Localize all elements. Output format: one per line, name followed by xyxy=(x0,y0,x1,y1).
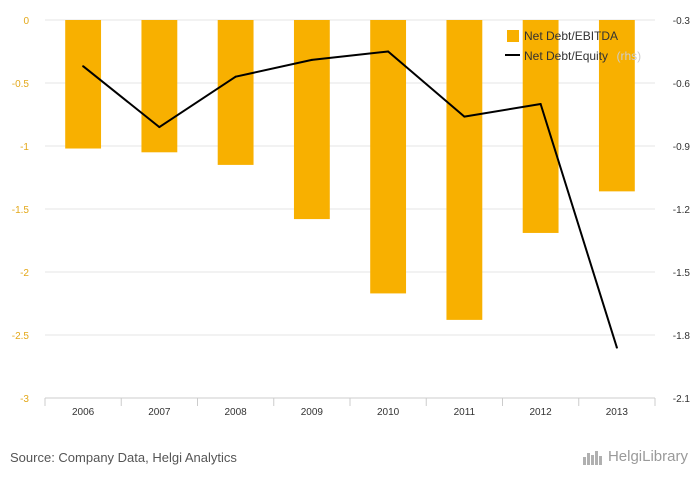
line-point-2012 xyxy=(539,103,542,105)
legend-label-line-suffix: (rhs) xyxy=(617,49,642,63)
brand-logo: HelgiLibrary xyxy=(582,448,688,465)
y-right-tick-label: -0.6 xyxy=(673,79,691,90)
skyline-icon xyxy=(582,449,604,465)
y-left-tick-label: -2.5 xyxy=(12,331,30,342)
y-right-tick-label: -0.3 xyxy=(673,16,691,27)
x-tick-label: 2008 xyxy=(225,407,248,418)
svg-text:Net Debt/Equity (rhs): Net Debt/Equity (rhs) xyxy=(524,47,641,64)
x-tick-label: 2009 xyxy=(301,407,324,418)
line-point-2011 xyxy=(463,115,466,118)
y-right-tick-label: -2.1 xyxy=(673,394,691,405)
bar-2013 xyxy=(598,20,635,192)
legend: Net Debt/EBITDA Net Debt/Equity (rhs) xyxy=(505,29,641,64)
source-note: Source: Company Data, Helgi Analytics xyxy=(10,450,237,465)
x-tick-label: 2012 xyxy=(530,407,553,418)
y-right-tick-label: -0.9 xyxy=(673,142,691,153)
axes: 2006 2007 2008 2009 2010 2011 2012 2013 0 -0.5 -1 -… xyxy=(12,16,691,418)
line-point-2007 xyxy=(158,126,161,129)
y-right-tick-label: -1.8 xyxy=(673,331,691,342)
bar-2006 xyxy=(65,20,102,149)
line-net-debt-equity xyxy=(82,50,618,348)
bar-2009 xyxy=(293,20,330,220)
y-left-tick-label: -1.5 xyxy=(12,205,30,216)
bar-2012 xyxy=(522,20,559,233)
grid xyxy=(45,19,655,399)
bar-series xyxy=(65,20,635,320)
y-left-tick-label: 0 xyxy=(23,16,29,27)
bar-2010 xyxy=(370,20,407,294)
x-tick-label: 2013 xyxy=(606,407,629,418)
y-left-tick-label: -1 xyxy=(20,142,29,153)
bar-2007 xyxy=(141,20,178,153)
bar-2011 xyxy=(446,20,483,320)
legend-label-bar: Net Debt/EBITDA xyxy=(524,29,618,43)
y-left-tick-label: -2 xyxy=(20,268,29,279)
legend-swatch-bar xyxy=(507,30,519,42)
x-tick-label: 2006 xyxy=(72,407,95,418)
legend-label-line: Net Debt/Equity xyxy=(524,49,608,63)
x-tick-label: 2011 xyxy=(454,407,476,418)
chart: 2006 2007 2008 2009 2010 2011 2012 2013 0 -0.5 -1 -… xyxy=(12,16,691,418)
line-point-2006 xyxy=(82,65,85,68)
y-right-tick-label: -1.2 xyxy=(673,205,691,216)
y-right-tick-label: -1.5 xyxy=(673,268,691,279)
bar-2008 xyxy=(217,20,254,165)
line-point-2013 xyxy=(615,346,618,349)
line-point-2008 xyxy=(234,75,237,78)
y-left-tick-label: -0.5 xyxy=(12,79,30,90)
y-left-tick-label: -3 xyxy=(20,394,29,405)
x-tick-label: 2010 xyxy=(377,407,400,418)
x-tick-label: 2007 xyxy=(148,407,171,418)
line-point-2009 xyxy=(310,58,313,61)
line-point-2010 xyxy=(387,50,390,53)
brand-name: HelgiLibrary xyxy=(607,448,688,465)
line-series xyxy=(82,50,618,349)
